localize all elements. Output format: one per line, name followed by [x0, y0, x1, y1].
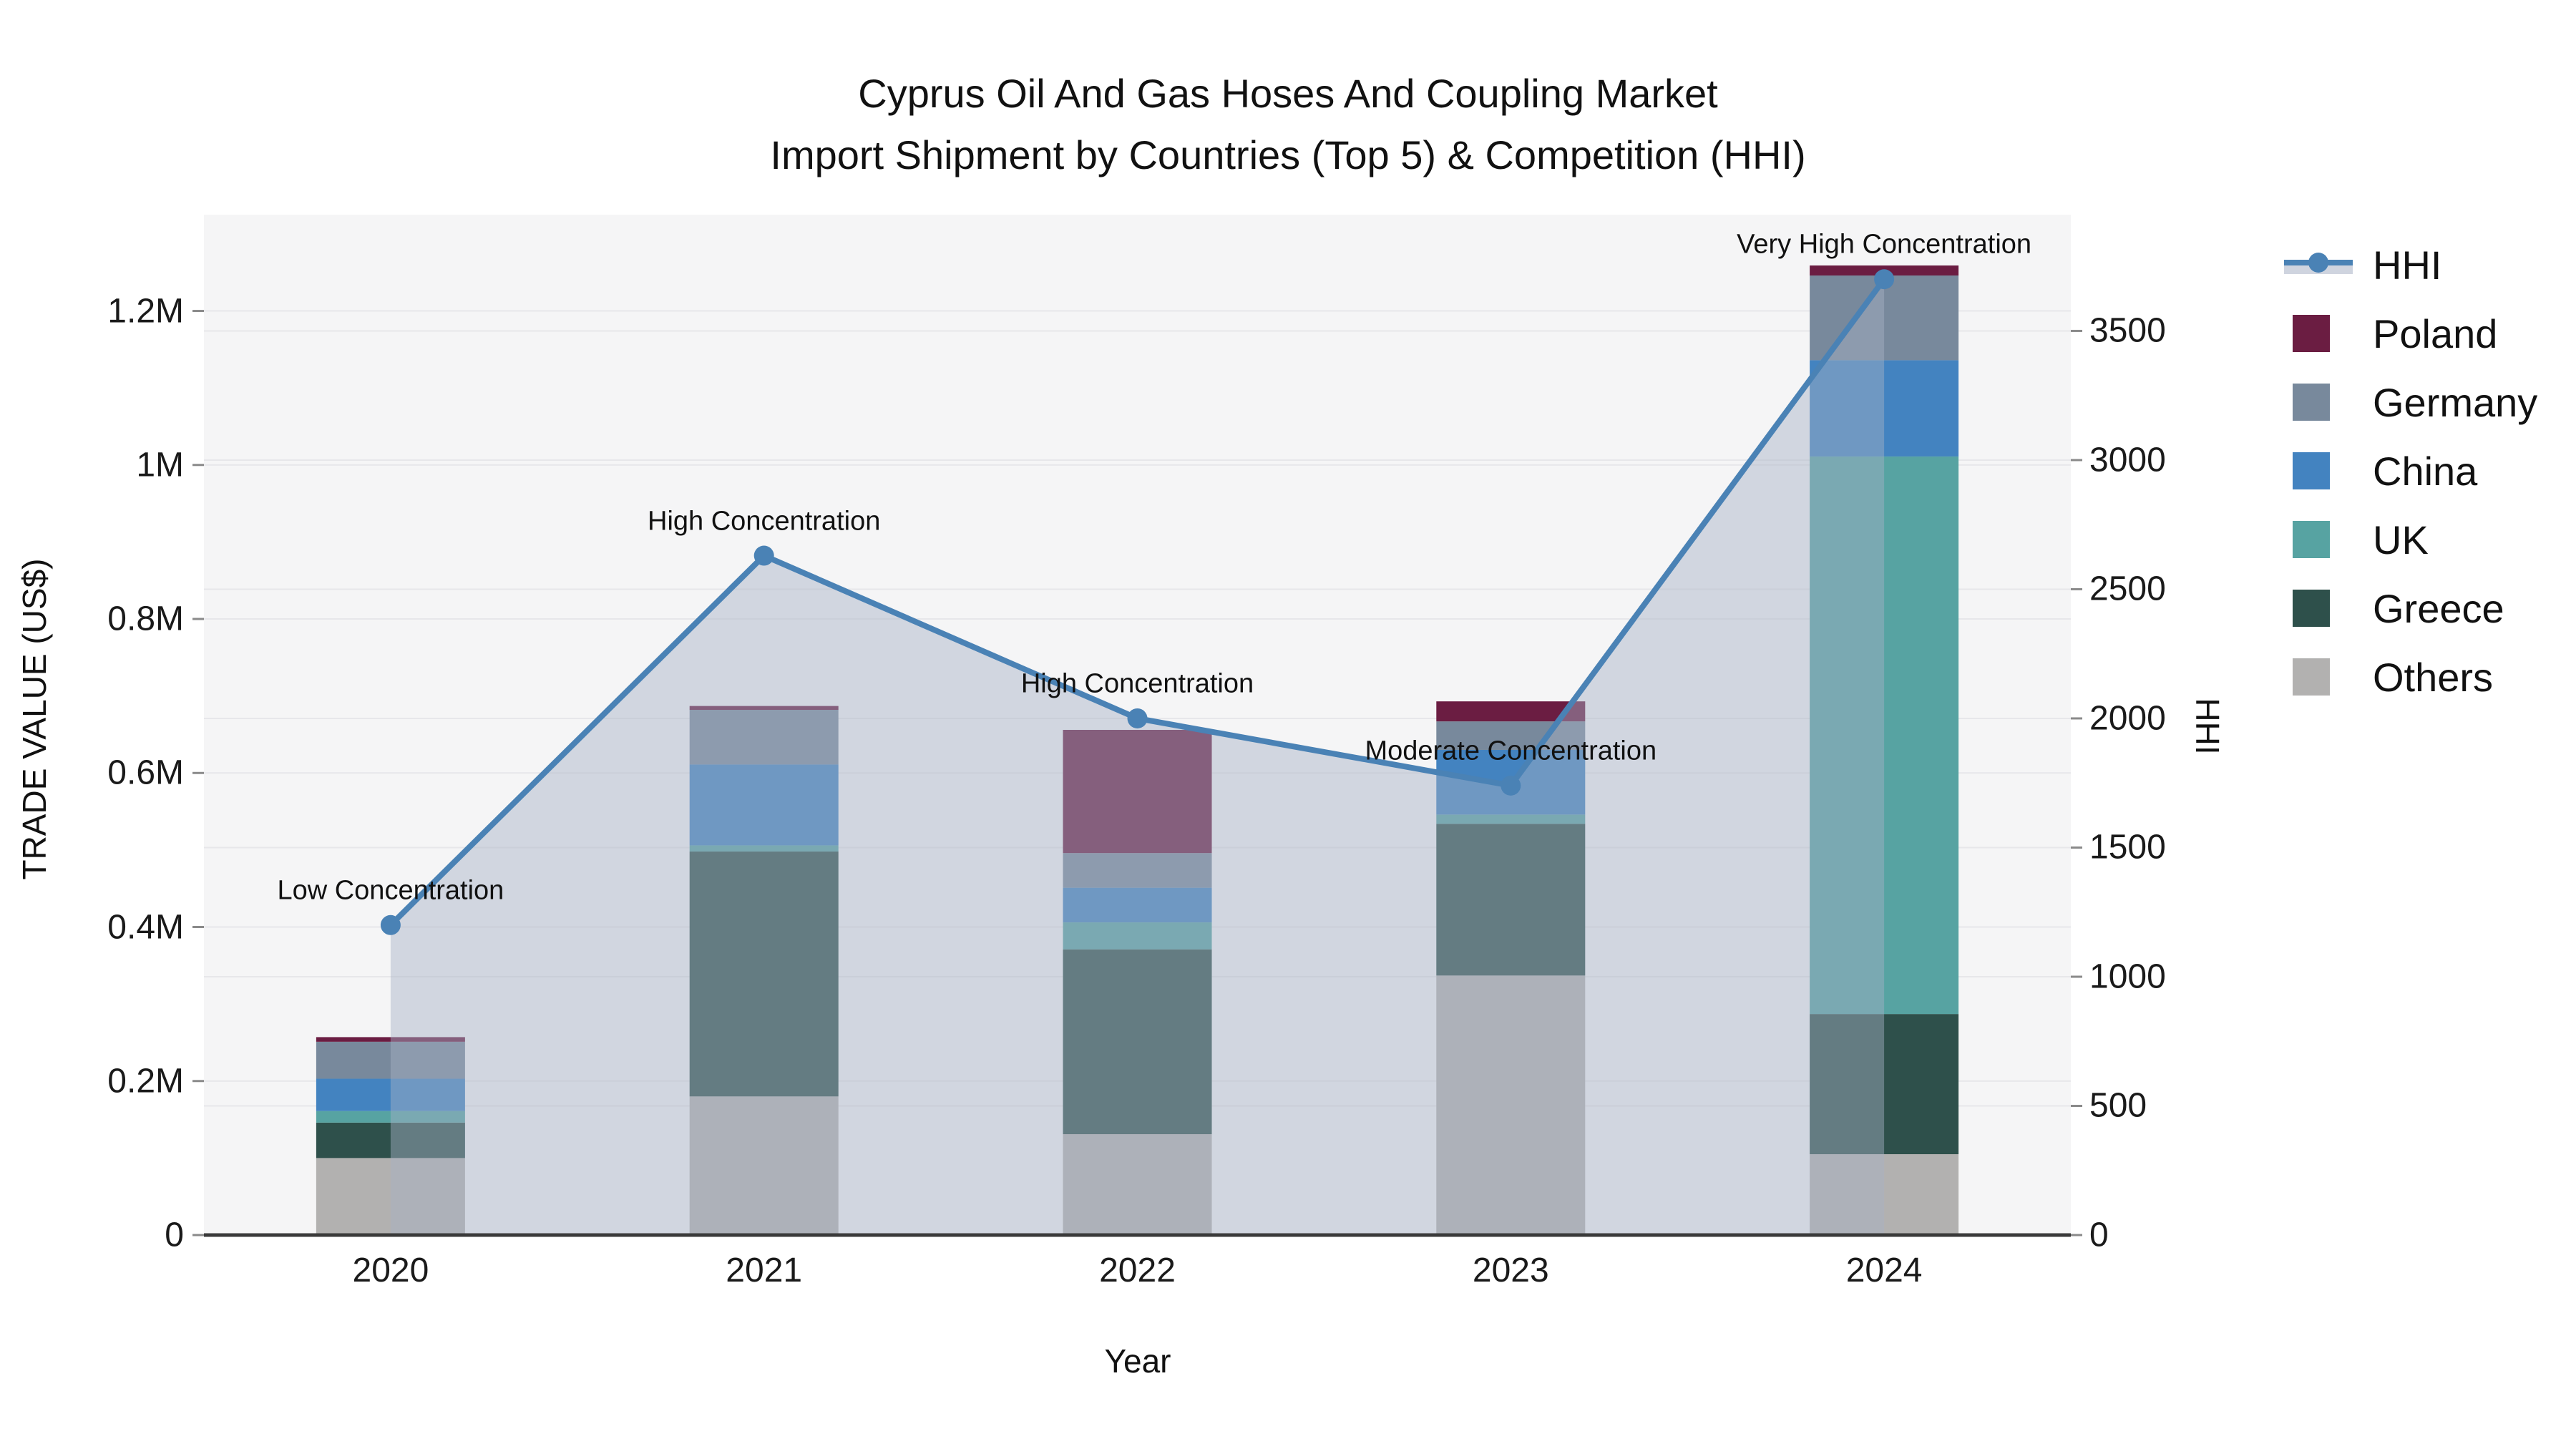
annotation-2024: Very High Concentration: [1737, 229, 2032, 260]
bar-segment-germany-2022: [1063, 853, 1212, 888]
hhi-area-fill: [390, 279, 1885, 1235]
legend-item-germany: Germany: [2284, 368, 2537, 436]
annotation-2021: High Concentration: [648, 506, 881, 537]
y-left-tick-label: 1M: [136, 446, 184, 484]
bar-segment-uk-2022: [1063, 922, 1212, 950]
y-left-tick-label: 1.2M: [107, 292, 184, 331]
bar-segment-others-2024: [1810, 1153, 1959, 1235]
bar-segment-china-2024: [1810, 360, 1959, 457]
germany-swatch-icon: [2293, 384, 2330, 421]
y-axis-left-title: TRADE VALUE (US$): [16, 558, 53, 880]
y-axis-right-title: HHI: [2189, 698, 2226, 755]
y-right-tick-label: 2000: [2089, 699, 2166, 738]
hhi-point-2021: [753, 545, 774, 566]
legend-item-greece: Greece: [2284, 574, 2537, 643]
bar-segment-china-2020: [316, 1078, 465, 1111]
bar-segment-uk-2020: [316, 1111, 465, 1123]
legend-item-poland: Poland: [2284, 299, 2537, 368]
x-tick-label: 2021: [726, 1252, 803, 1289]
legend-label: Poland: [2373, 311, 2498, 356]
annotation-2020: Low Concentration: [277, 875, 504, 906]
bar-segment-china-2021: [689, 764, 839, 846]
legend: HHI Poland Germany China UK Greece Other…: [2284, 230, 2537, 711]
chart-title-line1: Cyprus Oil And Gas Hoses And Coupling Ma…: [858, 71, 1718, 116]
bar-segment-poland-2021: [689, 706, 839, 711]
bar-segment-poland-2020: [316, 1037, 465, 1042]
bar-segment-poland-2022: [1063, 729, 1212, 854]
y-right-tick-label: 1500: [2089, 828, 2166, 867]
x-tick-label: 2024: [1845, 1252, 1923, 1289]
bar-segment-greece-2024: [1810, 1014, 1959, 1154]
chart-title: Cyprus Oil And Gas Hoses And Coupling Ma…: [0, 63, 2576, 186]
others-swatch-icon: [2293, 658, 2330, 696]
legend-label: Greece: [2373, 585, 2504, 631]
y-right-tick-label: 0: [2089, 1216, 2109, 1254]
bar-segment-others-2020: [316, 1158, 465, 1235]
legend-item-others: Others: [2284, 643, 2537, 711]
y-left-tick-label: 0.4M: [107, 908, 184, 946]
x-tick-label: 2020: [352, 1252, 429, 1289]
hhi-point-2023: [1501, 775, 1521, 796]
poland-swatch-icon: [2293, 315, 2330, 352]
bar-segment-germany-2020: [316, 1041, 465, 1079]
bar-segment-others-2021: [689, 1096, 839, 1235]
y-right-tick-label: 1000: [2089, 957, 2166, 996]
legend-item-hhi: HHI: [2284, 230, 2537, 299]
legend-label: Others: [2373, 654, 2494, 700]
y-right-tick-label: 3500: [2089, 311, 2166, 350]
x-tick-label: 2022: [1099, 1252, 1176, 1289]
legend-label: China: [2373, 448, 2478, 494]
greece-swatch-icon: [2293, 590, 2330, 627]
bar-segment-greece-2023: [1436, 824, 1586, 976]
y-left-tick-label: 0.8M: [107, 600, 184, 638]
bar-segment-germany-2021: [689, 710, 839, 765]
y-left-tick-label: 0: [165, 1216, 184, 1254]
bar-segment-others-2023: [1436, 975, 1586, 1235]
y-left-tick-label: 0.6M: [107, 753, 184, 792]
legend-label: UK: [2373, 517, 2429, 562]
y-right-tick-label: 500: [2089, 1086, 2147, 1125]
bar-segment-germany-2023: [1436, 721, 1586, 750]
hhi-point-2022: [1127, 708, 1148, 728]
bar-segment-uk-2021: [689, 845, 839, 852]
annotation-2022: High Concentration: [1020, 668, 1254, 699]
uk-swatch-icon: [2293, 521, 2330, 558]
bar-segment-uk-2023: [1436, 814, 1586, 824]
y-right-tick-label: 2500: [2089, 570, 2166, 608]
hhi-line-marker-icon: [2284, 253, 2356, 274]
hhi-dot-swatch: [2308, 253, 2328, 273]
hhi-point-2020: [380, 914, 401, 935]
hhi-point-2024: [1874, 269, 1895, 290]
bar-segment-greece-2021: [689, 852, 839, 1097]
x-tick-label: 2023: [1472, 1252, 1549, 1289]
y-left-tick-label: 0.2M: [107, 1062, 184, 1101]
bar-segment-greece-2020: [316, 1122, 465, 1158]
x-axis-title: Year: [1104, 1342, 1171, 1380]
bar-segment-others-2022: [1063, 1134, 1212, 1235]
legend-item-uk: UK: [2284, 505, 2537, 574]
bar-segment-greece-2022: [1063, 949, 1212, 1135]
legend-label: Germany: [2373, 379, 2538, 425]
bar-segment-china-2022: [1063, 887, 1212, 923]
y-right-tick-label: 3000: [2089, 441, 2166, 479]
legend-item-china: China: [2284, 436, 2537, 505]
chart-title-line2: Import Shipment by Countries (Top 5) & C…: [770, 132, 1806, 177]
bar-segment-uk-2024: [1810, 456, 1959, 1015]
legend-label: HHI: [2373, 242, 2442, 288]
annotation-2023: Moderate Concentration: [1365, 736, 1657, 766]
china-swatch-icon: [2293, 452, 2330, 489]
